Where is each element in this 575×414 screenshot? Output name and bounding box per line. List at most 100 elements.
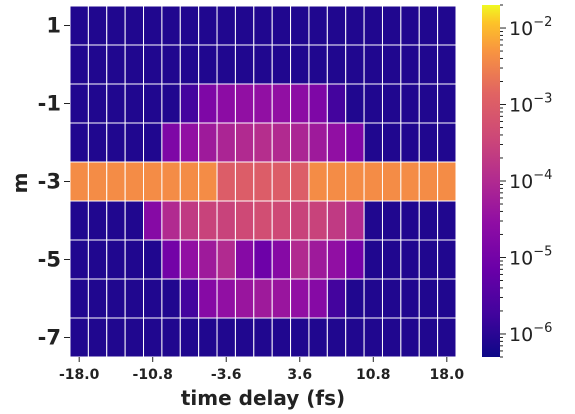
x-axis-label: time delay (fs) — [181, 386, 345, 410]
heatmap-cell — [234, 239, 255, 280]
heatmap-cell — [234, 317, 255, 358]
heatmap-cell — [326, 317, 347, 358]
heatmap-cell — [69, 122, 89, 163]
heatmap-cell — [143, 200, 163, 241]
y-tick-label: 1 — [46, 14, 61, 38]
heatmap-cell — [437, 278, 457, 319]
heatmap-cell — [161, 122, 181, 163]
heatmap-cell — [308, 278, 328, 319]
heatmap-cell — [345, 317, 365, 358]
y-tick-label: -5 — [38, 248, 61, 272]
heatmap-cell — [87, 317, 108, 358]
heatmap-cell — [179, 239, 200, 280]
heatmap-cell — [437, 200, 457, 241]
heatmap-cell — [418, 239, 439, 280]
heatmap-cell — [87, 44, 108, 85]
heatmap-cell — [418, 161, 439, 202]
colorbar-tick-label: 10−4 — [509, 168, 552, 193]
heatmap-cell — [87, 83, 108, 124]
heatmap-cell — [106, 200, 126, 241]
heatmap-cell — [345, 83, 365, 124]
heatmap-cell — [271, 5, 292, 46]
heatmap-cell — [345, 200, 365, 241]
heatmap-cell — [290, 5, 310, 46]
heatmap-cell — [345, 122, 365, 163]
heatmap-cell — [106, 44, 126, 85]
colorbar-tick-label: 10−2 — [509, 15, 552, 40]
heatmap-cell — [418, 44, 439, 85]
heatmap-cell — [143, 122, 163, 163]
heatmap-cell — [161, 239, 181, 280]
colorbar — [482, 5, 500, 357]
heatmap-cell — [400, 122, 420, 163]
heatmap-cell — [87, 122, 108, 163]
heatmap-cell — [161, 83, 181, 124]
heatmap-cell — [161, 278, 181, 319]
heatmap-cell — [161, 5, 181, 46]
heatmap-cell — [418, 83, 439, 124]
heatmap-cell — [143, 317, 163, 358]
heatmap-cell — [345, 5, 365, 46]
heatmap-cell — [179, 161, 200, 202]
colorbar-ticks: 10−2 10−3 10−4 10−5 10−6 — [500, 4, 552, 358]
heatmap-cell — [69, 200, 89, 241]
heatmap-cell — [143, 161, 163, 202]
x-tick-label: -3.6 — [211, 367, 242, 383]
heatmap-cell — [418, 317, 439, 358]
heatmap-cell — [216, 161, 236, 202]
heatmap-cell — [143, 239, 163, 280]
heatmap-cell — [124, 44, 145, 85]
heatmap-cell — [271, 161, 292, 202]
heatmap-cell — [363, 239, 383, 280]
heatmap-cell — [253, 44, 273, 85]
heatmap-cell — [198, 44, 218, 85]
heatmap-cell — [124, 278, 145, 319]
heatmap-cell — [179, 5, 200, 46]
heatmap-cell — [216, 200, 236, 241]
heatmap-cell — [234, 44, 255, 85]
heatmap-cell — [143, 278, 163, 319]
heatmap-cell — [363, 161, 383, 202]
heatmap-cell — [106, 83, 126, 124]
heatmap-cell — [437, 44, 457, 85]
heatmap-cell — [290, 317, 310, 358]
heatmap-cell — [198, 239, 218, 280]
heatmap-cell — [437, 83, 457, 124]
heatmap-cell — [271, 44, 292, 85]
x-tick-label: -18.0 — [59, 367, 100, 383]
heatmap-cell — [253, 5, 273, 46]
heatmap-cell — [400, 5, 420, 46]
heatmap-cell — [363, 5, 383, 46]
heatmap-cell — [216, 44, 236, 85]
x-axis-ticks: -18.0 -10.8 -3.6 3.6 10.8 18.0 — [59, 357, 464, 383]
heatmap-cell — [87, 200, 108, 241]
heatmap-cell — [216, 5, 236, 46]
heatmap-cell — [179, 317, 200, 358]
heatmap-cell — [179, 83, 200, 124]
heatmap-cell — [124, 122, 145, 163]
heatmap-cell — [106, 122, 126, 163]
heatmap-cell — [234, 278, 255, 319]
heatmap-cell — [363, 44, 383, 85]
heatmap-cell — [326, 44, 347, 85]
heatmap-cell — [253, 161, 273, 202]
heatmap-cell — [69, 44, 89, 85]
heatmap-cell — [198, 5, 218, 46]
colorbar-tick-label: 10−6 — [509, 321, 552, 346]
heatmap-cell — [271, 200, 292, 241]
x-tick-label: 10.8 — [356, 367, 391, 383]
heatmap-cell — [418, 278, 439, 319]
heatmap-cell — [253, 317, 273, 358]
heatmap-cell — [437, 122, 457, 163]
heatmap-cell — [69, 161, 89, 202]
heatmap-cell — [87, 161, 108, 202]
heatmap-cell — [326, 161, 347, 202]
y-tick-label: -3 — [38, 170, 61, 194]
heatmap-cell — [106, 161, 126, 202]
heatmap-cell — [124, 5, 145, 46]
heatmap-cell — [418, 200, 439, 241]
x-tick-label: 18.0 — [430, 367, 465, 383]
heatmap-cell — [345, 161, 365, 202]
heatmap-cell — [124, 239, 145, 280]
heatmap-cell — [400, 317, 420, 358]
